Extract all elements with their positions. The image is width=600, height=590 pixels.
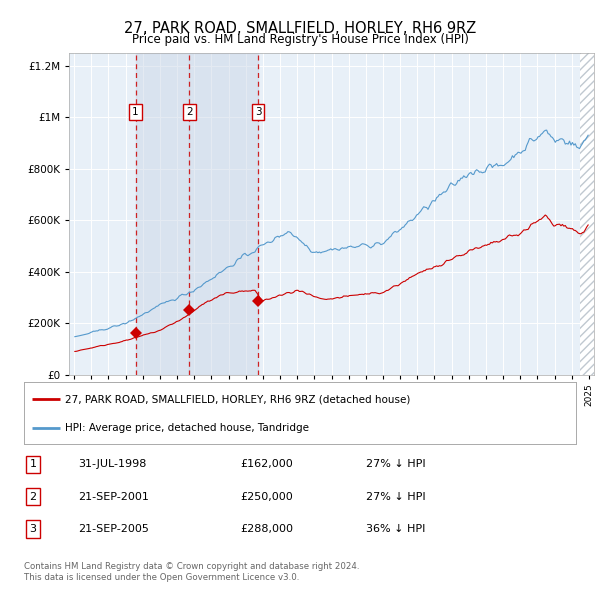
Text: 21-SEP-2001: 21-SEP-2001: [78, 491, 149, 502]
Bar: [190, 53, 258, 375]
Text: £162,000: £162,000: [240, 459, 293, 469]
Text: HPI: Average price, detached house, Tandridge: HPI: Average price, detached house, Tand…: [65, 423, 310, 433]
Text: 1: 1: [132, 107, 139, 117]
Text: 27, PARK ROAD, SMALLFIELD, HORLEY, RH6 9RZ: 27, PARK ROAD, SMALLFIELD, HORLEY, RH6 9…: [124, 21, 476, 35]
Text: Price paid vs. HM Land Registry's House Price Index (HPI): Price paid vs. HM Land Registry's House …: [131, 33, 469, 46]
Text: £250,000: £250,000: [240, 491, 293, 502]
Text: 2: 2: [29, 491, 37, 502]
Bar: [580, 53, 594, 375]
Text: 27% ↓ HPI: 27% ↓ HPI: [366, 459, 425, 469]
Text: Contains HM Land Registry data © Crown copyright and database right 2024.: Contains HM Land Registry data © Crown c…: [24, 562, 359, 571]
Text: 3: 3: [29, 524, 37, 534]
Text: 36% ↓ HPI: 36% ↓ HPI: [366, 524, 425, 534]
Text: 21-SEP-2005: 21-SEP-2005: [78, 524, 149, 534]
Text: 1: 1: [29, 459, 37, 469]
Text: 27% ↓ HPI: 27% ↓ HPI: [366, 491, 425, 502]
Text: This data is licensed under the Open Government Licence v3.0.: This data is licensed under the Open Gov…: [24, 573, 299, 582]
Text: 3: 3: [255, 107, 262, 117]
Text: 2: 2: [186, 107, 193, 117]
Text: 27, PARK ROAD, SMALLFIELD, HORLEY, RH6 9RZ (detached house): 27, PARK ROAD, SMALLFIELD, HORLEY, RH6 9…: [65, 394, 411, 404]
Bar: [136, 53, 190, 375]
Text: £288,000: £288,000: [240, 524, 293, 534]
Text: 31-JUL-1998: 31-JUL-1998: [78, 459, 146, 469]
